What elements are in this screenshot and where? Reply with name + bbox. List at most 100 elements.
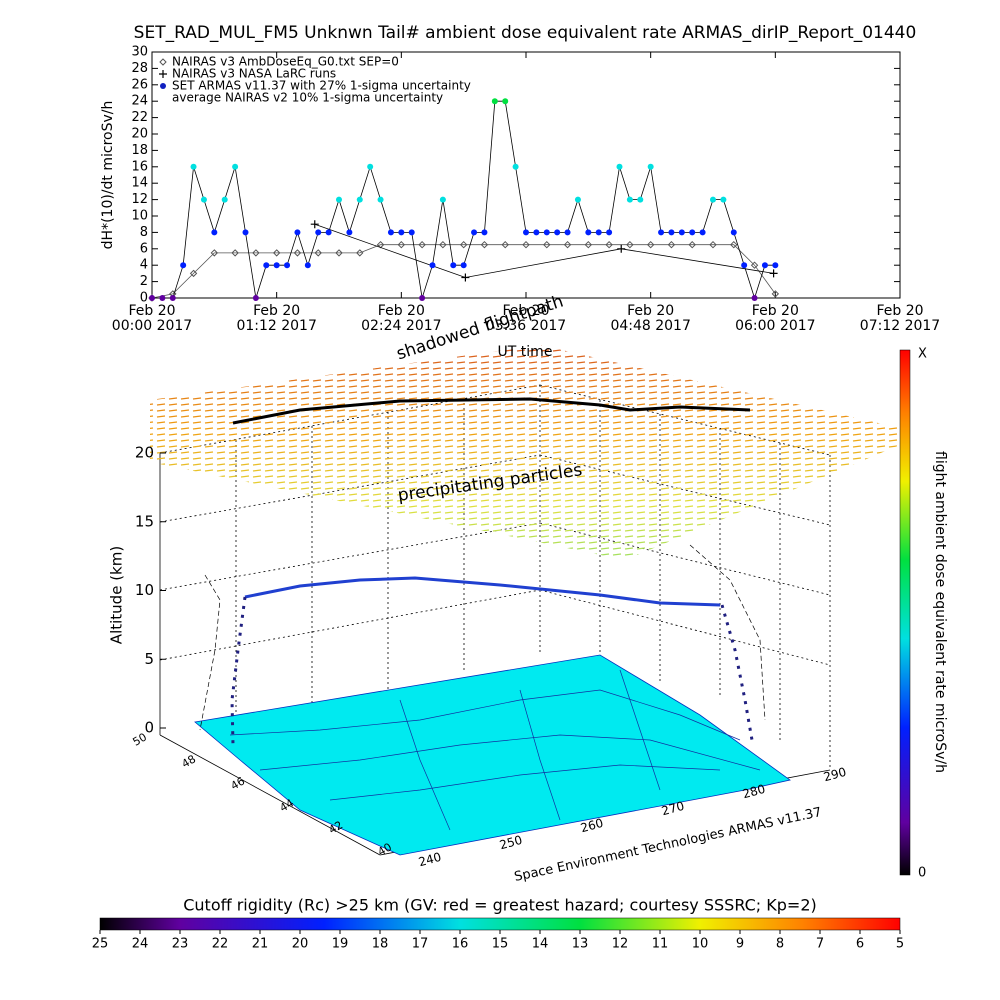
colorbar-tick-label: 22	[212, 937, 229, 952]
marker	[512, 163, 519, 170]
legend-marker	[159, 70, 167, 78]
marker	[398, 229, 405, 236]
colorbar-tick-label: 6	[856, 937, 864, 952]
marker	[293, 249, 302, 257]
y-tick-label: 24	[131, 94, 148, 109]
marker	[397, 240, 406, 249]
colorbar-tick-label: 13	[572, 937, 589, 952]
marker	[689, 229, 696, 236]
colorbar-tick-label: 17	[412, 937, 429, 952]
marker	[502, 98, 509, 105]
z-tick-label: 10	[135, 581, 154, 599]
marker	[310, 220, 319, 229]
marker	[377, 196, 384, 203]
marker	[626, 196, 633, 203]
z-tick-label: 0	[144, 719, 154, 737]
dose-colorbar	[899, 349, 911, 876]
marker	[523, 229, 529, 236]
marker	[304, 262, 311, 269]
marker	[605, 240, 613, 249]
marker	[667, 240, 676, 249]
x-tick-label: Feb 20 04:48 2017	[610, 303, 691, 334]
marker	[439, 240, 447, 249]
series-line	[314, 223, 774, 278]
shadow-line	[689, 544, 766, 721]
marker	[668, 229, 675, 236]
lat-tick-label: 46	[228, 774, 247, 792]
marker	[272, 249, 281, 257]
y-tick-label: 26	[131, 77, 148, 92]
marker	[190, 163, 197, 170]
marker	[169, 295, 176, 301]
marker	[211, 229, 218, 236]
colorbar-tick-label: 10	[692, 937, 709, 952]
marker	[356, 196, 363, 203]
y-tick-label: 2	[140, 274, 148, 289]
marker	[522, 240, 530, 249]
marker	[741, 262, 748, 269]
marker	[461, 273, 470, 282]
lat-tick-label: 40	[375, 840, 394, 858]
marker	[688, 240, 696, 249]
marker	[263, 262, 270, 269]
marker	[730, 229, 737, 236]
marker	[418, 240, 426, 249]
marker	[751, 295, 758, 301]
z-tick-label: 5	[144, 650, 154, 668]
lon-tick-label: 240	[417, 850, 443, 869]
lat-tick-label: 42	[326, 818, 345, 836]
marker	[294, 229, 301, 236]
marker	[584, 240, 593, 249]
y-tick-label: 10	[131, 209, 148, 224]
marker	[637, 196, 644, 203]
flight-path	[232, 397, 751, 425]
colorbar-tick-label: 8	[776, 937, 784, 952]
lat-tick-label: 48	[179, 752, 198, 770]
marker	[459, 240, 468, 249]
shadowed-flightpath	[244, 576, 721, 607]
colorbar-tick-label: 24	[132, 937, 149, 952]
marker	[231, 249, 239, 257]
z-tick-label: 15	[135, 512, 154, 530]
marker	[491, 98, 498, 105]
marker	[750, 261, 759, 269]
marker	[471, 229, 478, 236]
chart-title: SET_RAD_MUL_FM5 Unknwn Tail# ambient dos…	[134, 23, 917, 43]
x-tick-label: Feb 20 00:00 2017	[111, 303, 193, 334]
legend-marker	[160, 83, 166, 89]
legend-label: average NAIRAS v2 10% 1-sigma uncertaint…	[172, 91, 443, 105]
marker	[232, 163, 239, 170]
colorbar-tick-label: 14	[532, 937, 549, 952]
lat-tick-label: 44	[277, 796, 296, 814]
marker	[554, 229, 561, 236]
colorbar-tick-label: 19	[332, 937, 349, 952]
map-surface	[194, 654, 791, 856]
lat-tick-label: 50	[130, 730, 149, 748]
y-tick-label: 22	[131, 110, 148, 125]
z-tick-label: 20	[135, 444, 154, 462]
y-tick-label: 28	[131, 61, 148, 76]
marker	[159, 295, 166, 301]
marker	[189, 269, 198, 278]
colorbar-tick-label: 5	[896, 937, 904, 952]
marker	[481, 229, 488, 236]
dose-sheet	[140, 340, 910, 570]
x-axis-label: UT time	[498, 344, 553, 360]
colorbar-tick-label: 25	[92, 937, 109, 952]
marker	[606, 229, 613, 236]
marker	[480, 240, 489, 249]
marker	[543, 229, 550, 236]
marker	[460, 262, 467, 269]
marker	[210, 249, 219, 257]
descent	[720, 604, 754, 741]
x-tick-label: Feb 20 07:12 2017	[859, 303, 941, 334]
marker	[563, 240, 572, 249]
colorbar-title: Cutoff rigidity (Rc) >25 km (GV: red = g…	[183, 896, 817, 915]
marker	[771, 290, 780, 298]
x-tick-label: Feb 20 01:12 2017	[236, 303, 317, 334]
y-tick-label: 6	[140, 241, 148, 256]
marker	[336, 196, 342, 203]
marker	[439, 196, 446, 203]
x-tick-label: Feb 20 03:36 2017	[485, 303, 567, 334]
